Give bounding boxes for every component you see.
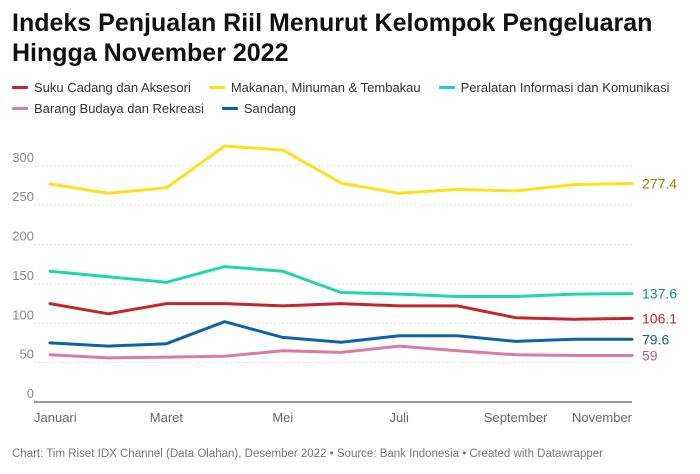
y-tick-label: 300 — [12, 150, 34, 165]
legend-swatch — [438, 86, 455, 89]
legend-item: Makanan, Minuman & Tembakau — [208, 80, 421, 95]
y-tick-label: 0 — [27, 386, 34, 401]
y-tick-label: 50 — [20, 347, 34, 362]
legend-item: Sandang — [221, 101, 296, 116]
legend-item: Suku Cadang dan Aksesori — [12, 80, 191, 95]
end-value-label: 137.6 — [642, 286, 677, 302]
series-line — [48, 344, 634, 360]
legend-label: Barang Budaya dan Rekreasi — [34, 101, 204, 116]
legend-label: Suku Cadang dan Aksesori — [34, 80, 191, 95]
end-value-label: 59 — [642, 348, 658, 364]
legend-swatch — [221, 107, 238, 110]
y-tick-label: 200 — [12, 229, 34, 244]
legend-label: Makanan, Minuman & Tembakau — [230, 80, 421, 95]
x-tick-label: Mei — [272, 410, 293, 425]
series-line — [48, 320, 634, 348]
chart-title: Indeks Penjualan Riil Menurut Kelompok P… — [12, 9, 653, 67]
y-tick-label: 250 — [12, 189, 34, 204]
end-value-label: 106.1 — [642, 310, 677, 326]
end-value-label: 79.6 — [642, 331, 669, 347]
chart-legend: Suku Cadang dan Aksesori Makanan, Minuman… — [12, 80, 692, 116]
legend-swatch — [208, 86, 225, 89]
series-line — [48, 302, 634, 321]
legend-item: Barang Budaya dan Rekreasi — [12, 101, 204, 116]
y-tick-label: 150 — [12, 268, 34, 283]
series-line — [48, 144, 634, 195]
legend-label: Sandang — [243, 101, 296, 116]
x-tick-label: Maret — [150, 410, 184, 425]
legend-item: Peralatan Informasi dan Komunikasi — [438, 80, 670, 95]
end-value-label: 277.4 — [642, 176, 677, 192]
x-tick-label: Juli — [389, 410, 409, 425]
x-tick-label: November — [572, 410, 633, 425]
series-line — [48, 265, 634, 298]
line-chart: 0 50 100 150 200 250 300 Januari Maret Mei Juli Sep… — [12, 144, 677, 425]
chart-footer: Chart: Tim Riset IDX Channel (Data Olaha… — [12, 448, 604, 460]
legend-swatch — [12, 86, 28, 89]
x-tick-label: Januari — [34, 410, 77, 425]
y-tick-label: 100 — [12, 307, 34, 322]
x-tick-label: September — [484, 410, 548, 425]
legend-label: Peralatan Informasi dan Komunikasi — [460, 80, 670, 95]
legend-swatch — [12, 107, 28, 110]
